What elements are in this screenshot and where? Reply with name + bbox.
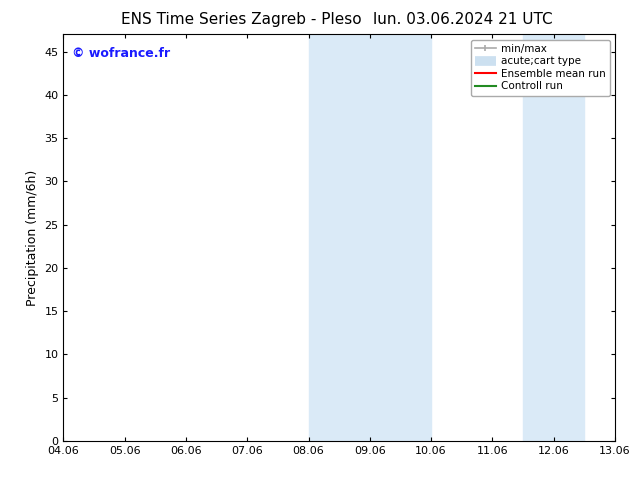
Bar — [309, 34, 431, 441]
Text: ENS Time Series Zagreb - Pleso: ENS Time Series Zagreb - Pleso — [120, 12, 361, 27]
Text: lun. 03.06.2024 21 UTC: lun. 03.06.2024 21 UTC — [373, 12, 553, 27]
Bar — [523, 34, 585, 441]
Y-axis label: Precipitation (mm/6h): Precipitation (mm/6h) — [26, 170, 39, 306]
Text: © wofrance.fr: © wofrance.fr — [72, 47, 170, 59]
Legend: min/max, acute;cart type, Ensemble mean run, Controll run: min/max, acute;cart type, Ensemble mean … — [470, 40, 610, 96]
